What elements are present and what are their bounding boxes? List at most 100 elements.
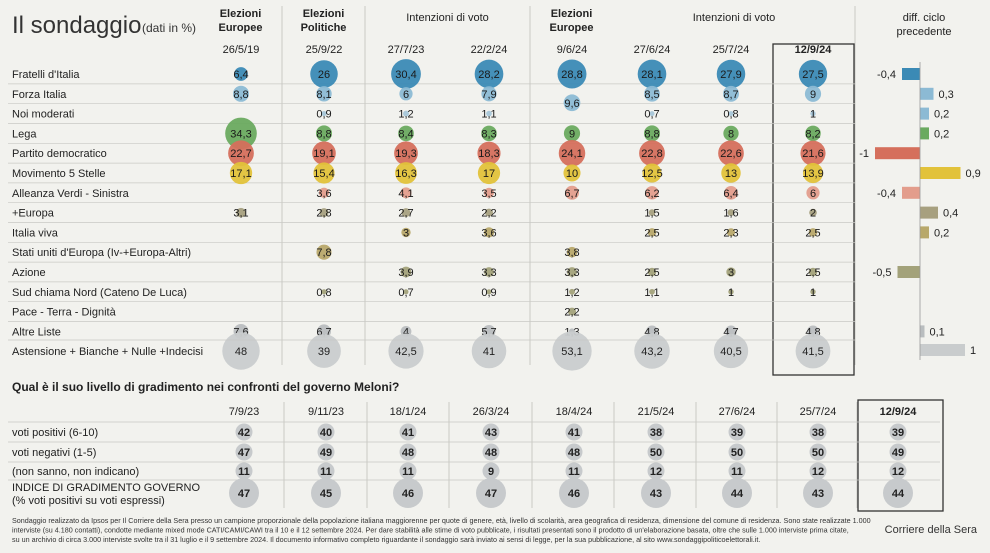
value-bubble [713, 333, 749, 369]
value-label: 6 [403, 89, 409, 101]
value-bubble [641, 478, 671, 508]
value-label: 8,8 [316, 128, 331, 140]
value-bubble [728, 289, 734, 295]
party-label: Italia viva [12, 227, 59, 239]
party-label: Partito democratico [12, 148, 107, 160]
value-label: 8,8 [233, 89, 248, 101]
party-label: Alleanza Verdi - Sinistra [12, 188, 130, 200]
value-bubble [802, 162, 824, 184]
value-label: 8,7 [723, 89, 738, 101]
group-label: Elezioni [303, 8, 345, 20]
diff-bar [920, 127, 929, 140]
value-label: 11 [568, 466, 580, 478]
value-bubble [225, 117, 257, 150]
date-label: 26/5/19 [223, 44, 260, 56]
value-bubble [642, 163, 662, 183]
value-bubble [567, 307, 577, 316]
value-bubble [718, 140, 744, 167]
value-bubble [481, 86, 497, 102]
value-bubble [810, 110, 816, 117]
value-bubble [228, 140, 254, 167]
page-title: Il sondaggio [12, 12, 141, 39]
value-bubble [399, 443, 417, 461]
value-label: 30,4 [395, 69, 416, 81]
value-bubble [482, 462, 500, 480]
value-bubble [800, 140, 826, 166]
value-bubble [809, 208, 817, 217]
value-bubble [310, 60, 338, 88]
party-label: Lega [12, 128, 37, 140]
value-label: 22,7 [230, 148, 251, 160]
diff-label: 0,1 [930, 326, 945, 338]
diff-bar [875, 147, 920, 160]
value-label: 47 [238, 488, 250, 500]
value-bubble [565, 443, 583, 461]
value-label: 7,9 [481, 89, 496, 101]
date-label: 9/11/23 [308, 406, 344, 418]
value-label: 48 [568, 447, 580, 459]
value-label: 42,5 [395, 346, 416, 358]
value-label: 0,7 [398, 287, 413, 299]
party-label: Astensione + Bianche + Nulle +Indecisi [12, 346, 203, 358]
value-label: 27,9 [720, 69, 741, 81]
value-bubble [558, 139, 586, 167]
value-label: 24,1 [561, 148, 582, 160]
value-bubble [481, 125, 497, 142]
value-bubble [727, 209, 735, 217]
value-label: 6,4 [723, 188, 738, 200]
party-label: +Europa [12, 208, 55, 220]
value-bubble [809, 443, 827, 461]
value-bubble [311, 478, 341, 508]
value-label: 1 [810, 287, 816, 299]
value-label: 21,6 [802, 148, 823, 160]
value-label: 2,7 [398, 208, 413, 220]
value-label: 2,3 [723, 227, 738, 239]
diff-bar [902, 186, 920, 199]
value-bubble [563, 94, 581, 112]
diff-bar [920, 325, 925, 338]
date-label: 22/2/24 [471, 44, 508, 56]
value-label: 49 [892, 447, 904, 459]
value-label: 48 [485, 447, 497, 459]
value-bubble [393, 478, 423, 508]
value-label: 12,5 [641, 168, 662, 180]
value-label: 9 [810, 89, 816, 101]
value-label: 38 [812, 427, 824, 439]
value-bubble [484, 208, 494, 217]
value-label: 2,2 [481, 208, 496, 220]
diff-label: 0,3 [939, 89, 954, 101]
value-bubble [398, 125, 414, 142]
value-label: 42 [238, 427, 250, 439]
value-label: 2,8 [316, 208, 331, 220]
value-bubble [728, 462, 746, 480]
value-label: 47 [238, 447, 250, 459]
value-label: 11 [320, 466, 332, 478]
value-bubble [810, 289, 816, 295]
value-label: 38 [650, 427, 662, 439]
party-label: Fratelli d'Italia [12, 69, 80, 81]
diff-label: 0,2 [934, 128, 949, 140]
highlight-box [857, 399, 944, 512]
value-label: 53,1 [561, 346, 582, 358]
date-label: 21/5/24 [638, 406, 675, 418]
value-label: 9,6 [564, 98, 579, 110]
value-label: 3,3 [481, 267, 496, 279]
value-label: 1,2 [564, 287, 579, 299]
value-label: 50 [650, 447, 662, 459]
value-bubble [566, 246, 578, 258]
diff-label: 0,9 [966, 168, 981, 180]
value-bubble [403, 110, 409, 117]
value-bubble [647, 443, 665, 461]
value-bubble [798, 59, 828, 89]
footnote: interviste (su 4.180 contatti), condotte… [12, 526, 849, 535]
value-bubble [317, 423, 335, 441]
value-bubble [476, 478, 506, 508]
footnote: su un archivio di circa 3.000 interviste… [12, 535, 760, 544]
value-label: 50 [812, 447, 824, 459]
value-label: 41,5 [802, 346, 823, 358]
value-label: 6,2 [644, 188, 659, 200]
value-bubble [229, 161, 253, 185]
value-label: 15,4 [313, 168, 334, 180]
value-bubble [313, 162, 335, 184]
